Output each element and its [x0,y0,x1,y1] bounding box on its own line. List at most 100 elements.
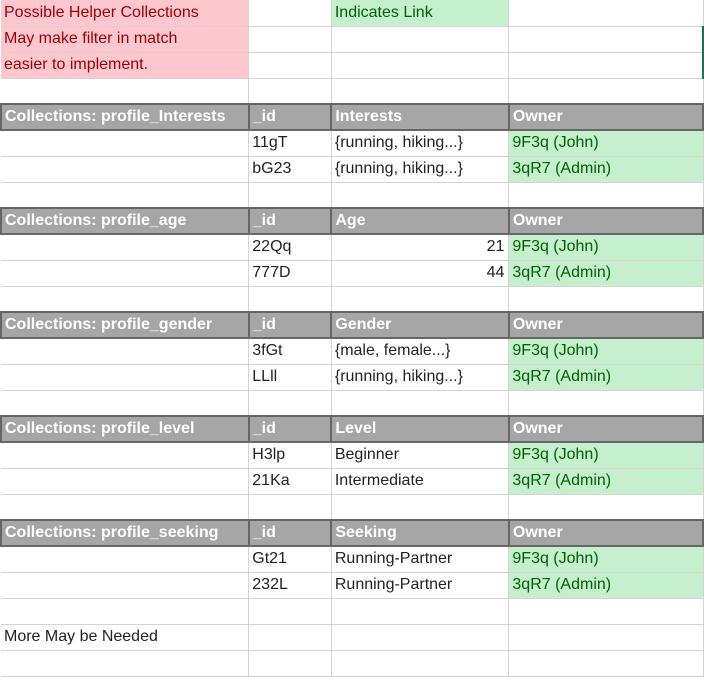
owner-link-cell[interactable]: 9F3q (John) [508,442,704,469]
empty-cell[interactable] [248,78,332,105]
empty-cell[interactable] [1,182,250,209]
id-column-header[interactable]: _id [247,519,333,547]
empty-cell[interactable] [1,546,250,573]
owner-link-cell[interactable]: 3qR7 (Admin) [508,156,704,183]
empty-cell[interactable] [248,286,332,313]
empty-cell[interactable] [1,468,250,495]
owner-link-cell[interactable]: 3qR7 (Admin) [508,260,704,287]
field-column-header[interactable]: Age [330,207,510,235]
field-column-header[interactable]: Interests [330,103,510,131]
empty-cell[interactable] [508,78,704,105]
empty-cell[interactable] [331,26,510,53]
empty-cell[interactable] [331,286,510,313]
empty-cell[interactable] [1,650,250,677]
field-column-header[interactable]: Seeking [330,519,510,547]
empty-cell[interactable] [508,390,704,417]
empty-cell[interactable] [508,0,704,27]
field-value-cell[interactable]: Beginner [331,442,510,469]
field-value-cell[interactable]: 44 [331,260,510,287]
collection-title-header[interactable]: Collections: profile_Interests [0,103,250,131]
record-id-cell[interactable]: 3fGt [248,338,332,365]
field-value-cell[interactable]: {male, female...} [331,338,510,365]
empty-cell[interactable] [331,650,510,677]
empty-cell[interactable] [248,598,332,625]
empty-cell[interactable] [331,52,510,79]
empty-cell[interactable] [1,286,250,313]
empty-cell[interactable] [331,390,510,417]
empty-cell[interactable] [1,260,250,287]
empty-cell[interactable] [331,494,510,521]
empty-cell[interactable] [248,650,332,677]
owner-link-cell[interactable]: 3qR7 (Admin) [508,364,704,391]
empty-cell[interactable] [508,494,704,521]
id-column-header[interactable]: _id [247,103,333,131]
empty-cell[interactable] [248,494,332,521]
owner-column-header[interactable]: Owner [507,207,704,235]
owner-column-header[interactable]: Owner [507,311,704,339]
empty-cell[interactable] [1,494,250,521]
owner-link-cell[interactable]: 3qR7 (Admin) [508,468,704,495]
record-id-cell[interactable]: H3lp [248,442,332,469]
record-id-cell[interactable]: LLll [248,364,332,391]
empty-cell[interactable] [1,364,250,391]
owner-link-cell[interactable]: 9F3q (John) [508,234,704,261]
empty-cell[interactable] [1,598,250,625]
empty-cell[interactable] [1,442,250,469]
owner-column-header[interactable]: Owner [507,519,704,547]
record-id-cell[interactable]: 232L [248,572,332,599]
empty-cell[interactable] [508,624,704,651]
record-id-cell[interactable]: 11gT [248,130,332,157]
owner-column-header[interactable]: Owner [507,103,704,131]
owner-link-cell[interactable]: 9F3q (John) [508,130,704,157]
footer-note-cell[interactable]: More May be Needed [1,624,250,651]
empty-cell[interactable] [1,234,250,261]
field-column-header[interactable]: Level [330,415,510,443]
field-value-cell[interactable]: {running, hiking...} [331,130,510,157]
empty-cell[interactable] [508,182,704,209]
record-id-cell[interactable]: 21Ka [248,468,332,495]
empty-cell[interactable] [508,650,704,677]
owner-link-cell[interactable]: 3qR7 (Admin) [508,572,704,599]
empty-cell[interactable] [248,624,332,651]
helper-note-cell[interactable]: May make filter in match [1,26,250,53]
empty-cell[interactable] [508,598,704,625]
empty-cell[interactable] [1,130,250,157]
id-column-header[interactable]: _id [247,207,333,235]
empty-cell[interactable] [1,572,250,599]
collection-title-header[interactable]: Collections: profile_age [0,207,250,235]
empty-cell[interactable] [331,78,510,105]
owner-link-cell[interactable]: 9F3q (John) [508,546,704,573]
collection-title-header[interactable]: Collections: profile_gender [0,311,250,339]
id-column-header[interactable]: _id [247,415,333,443]
field-column-header[interactable]: Gender [330,311,510,339]
field-value-cell[interactable]: {running, hiking...} [331,364,510,391]
empty-cell[interactable] [248,0,332,27]
empty-cell[interactable] [248,26,332,53]
empty-cell[interactable] [331,182,510,209]
record-id-cell[interactable]: 777D [248,260,332,287]
link-legend-cell[interactable]: Indicates Link [331,0,510,27]
empty-cell[interactable] [331,624,510,651]
empty-cell[interactable] [1,78,250,105]
field-value-cell[interactable]: Running-Partner [331,546,510,573]
empty-cell[interactable] [508,26,704,53]
field-value-cell[interactable]: 21 [331,234,510,261]
empty-cell[interactable] [508,286,704,313]
id-column-header[interactable]: _id [247,311,333,339]
empty-cell[interactable] [331,598,510,625]
collection-title-header[interactable]: Collections: profile_level [0,415,250,443]
collection-title-header[interactable]: Collections: profile_seeking [0,519,250,547]
empty-cell[interactable] [248,390,332,417]
field-value-cell[interactable]: {running, hiking...} [331,156,510,183]
empty-cell[interactable] [1,390,250,417]
empty-cell[interactable] [248,182,332,209]
owner-column-header[interactable]: Owner [507,415,704,443]
owner-link-cell[interactable]: 9F3q (John) [508,338,704,365]
empty-cell[interactable] [508,52,704,79]
empty-cell[interactable] [1,338,250,365]
helper-note-cell[interactable]: easier to implement. [1,52,250,79]
record-id-cell[interactable]: Gt21 [248,546,332,573]
empty-cell[interactable] [248,52,332,79]
record-id-cell[interactable]: 22Qq [248,234,332,261]
helper-note-cell[interactable]: Possible Helper Collections [1,0,250,27]
